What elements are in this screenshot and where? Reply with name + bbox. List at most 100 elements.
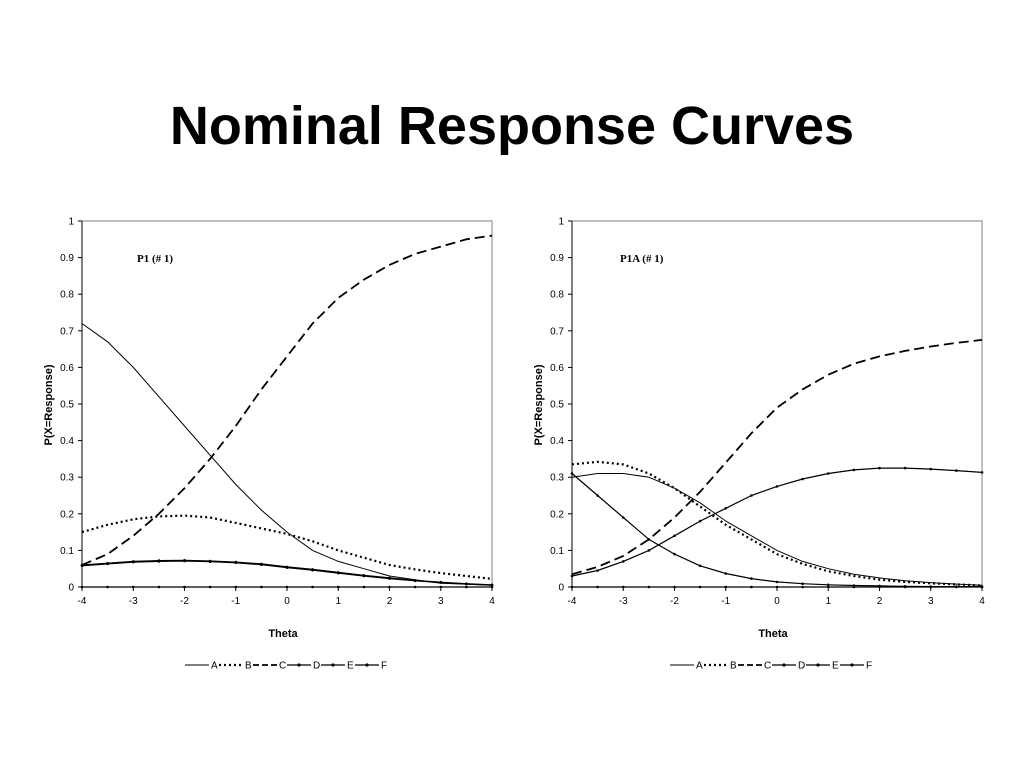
data-point xyxy=(801,585,804,589)
series-d xyxy=(570,466,984,578)
y-tick-label: 0.2 xyxy=(550,509,564,520)
x-tick-label: 1 xyxy=(825,596,831,607)
y-tick-label: 0.9 xyxy=(60,253,74,264)
data-point xyxy=(903,585,907,589)
data-point xyxy=(673,585,676,589)
slide-title: Nominal Response Curves xyxy=(169,96,855,157)
data-point xyxy=(570,585,574,589)
legend-label: B xyxy=(245,661,252,672)
data-point xyxy=(929,585,933,589)
data-point xyxy=(852,585,856,589)
series-e xyxy=(570,472,984,588)
data-point xyxy=(878,585,881,589)
x-tick-label: 3 xyxy=(438,596,444,607)
series-c xyxy=(571,339,983,576)
y-tick-label: 1 xyxy=(558,217,564,228)
data-point xyxy=(465,585,468,589)
series-f xyxy=(80,585,494,589)
legend-item-f: F xyxy=(840,661,872,672)
legend-label: E xyxy=(347,661,354,672)
legend-label: F xyxy=(381,661,387,672)
legend-marker xyxy=(782,663,786,667)
data-point xyxy=(311,568,314,572)
data-point xyxy=(827,583,830,587)
y-tick-label: 0 xyxy=(68,583,74,594)
data-point xyxy=(388,577,391,580)
legend-label: A xyxy=(211,661,218,672)
legend-label: C xyxy=(279,661,286,672)
data-point xyxy=(337,571,340,575)
legend-item-c: C xyxy=(738,661,771,672)
legend-item-b: B xyxy=(704,661,737,672)
x-tick-label: 0 xyxy=(774,596,780,607)
series-b xyxy=(81,514,493,580)
x-tick-label: 3 xyxy=(928,596,934,607)
x-tick-label: 2 xyxy=(877,596,883,607)
x-axis-title: Theta xyxy=(268,628,298,640)
y-tick-label: 0.4 xyxy=(60,436,74,447)
x-tick-label: 4 xyxy=(979,596,985,607)
series-a xyxy=(571,473,983,586)
y-tick-label: 0.2 xyxy=(60,509,74,520)
data-point xyxy=(775,580,779,584)
series-line-b xyxy=(571,460,983,587)
data-point xyxy=(570,472,574,475)
data-point xyxy=(285,566,289,569)
legend-item-a: A xyxy=(670,661,703,672)
data-point xyxy=(698,519,702,523)
series-line-e xyxy=(571,473,982,588)
x-axis-title: Theta xyxy=(758,628,788,640)
data-point xyxy=(311,585,314,589)
data-point xyxy=(698,585,702,589)
data-point xyxy=(929,467,933,471)
y-tick-label: 0.7 xyxy=(60,326,74,337)
legend-item-c: C xyxy=(253,661,286,672)
series-f xyxy=(570,585,984,589)
data-point xyxy=(260,563,263,566)
chart-left: 0 0.1 0.2 0.3 0.4 0.5 0.6 0.7 0.8 0.9 1 -4 -3 -2 -1 0 1 2… xyxy=(43,217,495,672)
data-point xyxy=(413,579,417,583)
data-point xyxy=(801,582,804,585)
legend-label: D xyxy=(313,661,320,672)
series-line-b xyxy=(81,514,493,580)
legend-item-a: A xyxy=(185,661,218,672)
legend-label: A xyxy=(696,661,703,672)
x-tick-label: 2 xyxy=(387,596,393,607)
data-point xyxy=(827,472,830,475)
plot-area xyxy=(571,220,983,588)
y-tick-label: 0.3 xyxy=(550,473,564,484)
series-line-a xyxy=(571,473,983,586)
legend-marker xyxy=(816,663,820,667)
y-tick-label: 0 xyxy=(558,583,564,594)
series-e xyxy=(80,559,494,587)
data-point xyxy=(903,466,907,470)
data-point xyxy=(955,585,958,589)
x-tick-label: -1 xyxy=(721,596,730,607)
legend-label: F xyxy=(866,661,872,672)
legend-marker xyxy=(331,663,335,667)
data-point xyxy=(596,494,599,497)
legend-item-e: E xyxy=(321,661,354,672)
data-point xyxy=(337,585,340,589)
data-point xyxy=(750,577,753,580)
data-point xyxy=(750,585,753,589)
data-point xyxy=(362,585,366,589)
data-point xyxy=(647,549,651,552)
data-point xyxy=(413,585,417,589)
legend-label: D xyxy=(798,661,805,672)
x-tick-label: -1 xyxy=(231,596,240,607)
data-point xyxy=(208,560,212,563)
data-point xyxy=(724,585,728,589)
y-tick-label: 0.8 xyxy=(60,290,74,301)
data-point xyxy=(750,494,753,497)
x-tick-label: 1 xyxy=(335,596,341,607)
data-point xyxy=(132,585,135,589)
data-point xyxy=(362,574,366,578)
data-point xyxy=(234,585,238,589)
x-tick-label: -2 xyxy=(180,596,189,607)
data-point xyxy=(490,585,494,589)
data-point xyxy=(132,560,135,564)
data-point xyxy=(208,585,212,589)
data-point xyxy=(596,569,599,572)
data-point xyxy=(827,585,830,589)
